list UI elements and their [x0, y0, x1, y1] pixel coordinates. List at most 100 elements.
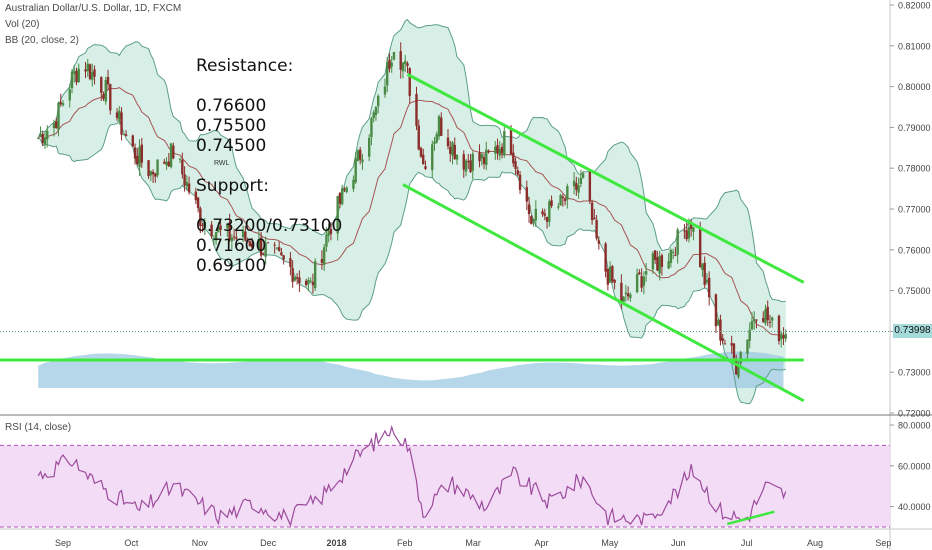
candle-body: [264, 243, 267, 257]
candle-body: [136, 155, 139, 165]
candle-body: [588, 171, 592, 201]
candle-body: [496, 145, 499, 154]
candle-body: [214, 232, 218, 241]
candle-body: [575, 183, 578, 190]
time-tick-label: Aug: [807, 538, 823, 548]
time-tick-label: Mar: [465, 538, 481, 548]
candle-body: [390, 62, 393, 67]
candle-body: [404, 60, 407, 64]
candle-body: [606, 268, 610, 285]
candle-body: [354, 158, 357, 183]
candle-body: [250, 243, 254, 248]
candle-body: [755, 319, 758, 321]
candle-body: [719, 319, 722, 341]
price-tick-label: 0.75000: [898, 286, 931, 296]
candle-body: [374, 107, 378, 116]
candle-body: [304, 280, 308, 286]
candle-body: [730, 343, 733, 346]
price-tick-label: 0.76000: [898, 245, 931, 255]
candle-body: [762, 318, 765, 322]
candle-body: [541, 211, 544, 215]
candle-body: [579, 177, 583, 185]
time-tick-label: Feb: [397, 538, 413, 548]
price-tick-label: 0.80000: [898, 82, 931, 92]
candle-body: [358, 149, 362, 160]
candle-body: [185, 181, 189, 187]
candle-body: [581, 173, 585, 178]
candle-body: [133, 147, 137, 159]
candle-body: [424, 166, 427, 169]
candle-body: [705, 279, 709, 283]
time-tick-label: Nov: [192, 538, 209, 548]
rsi-line: [37, 424, 787, 527]
candle-body: [753, 319, 756, 322]
candle-body: [613, 279, 616, 283]
candle-body: [183, 174, 186, 186]
candle-body: [118, 110, 121, 120]
volume-indicator-label: Vol (20): [5, 19, 40, 30]
time-tick-label: Apr: [535, 538, 549, 548]
time-tick-label: Sep: [55, 538, 71, 548]
candle-body: [55, 121, 58, 129]
candle-body: [482, 157, 486, 165]
volume-area: [38, 351, 784, 388]
candle-body: [289, 258, 292, 267]
candle-body: [593, 217, 596, 220]
channel-upper-line: [406, 73, 805, 284]
candle-body: [235, 237, 238, 239]
candles-group: [37, 42, 787, 380]
candle-body: [187, 183, 191, 193]
candle-body: [561, 196, 565, 199]
rsi-tick-label: 80.0000: [898, 421, 931, 431]
candle-body: [154, 173, 157, 177]
candle-body: [644, 271, 648, 275]
candle-body: [343, 189, 346, 191]
candle-body: [68, 89, 71, 101]
candle-body: [777, 315, 781, 342]
candle-body: [640, 276, 643, 288]
candle-body: [322, 247, 326, 265]
candle-body: [399, 51, 402, 70]
candle-body: [683, 230, 686, 232]
candle-body: [750, 320, 754, 330]
candle-body: [498, 148, 501, 156]
candle-body: [455, 155, 459, 160]
candle-body: [642, 276, 646, 286]
candle-body: [259, 237, 263, 256]
candle-body: [671, 251, 675, 253]
candle-body: [93, 69, 96, 77]
candle-body: [140, 144, 144, 163]
candle-body: [77, 68, 80, 82]
bollinger-lower: [37, 118, 786, 405]
candle-body: [433, 141, 436, 145]
candle-body: [590, 202, 594, 221]
candle-body: [784, 334, 787, 339]
candle-body: [563, 198, 567, 202]
candle-body: [464, 160, 468, 172]
candle-body: [734, 359, 738, 375]
candle-body: [109, 84, 112, 111]
candle-body: [86, 63, 89, 72]
candle-body: [509, 129, 513, 155]
candle-body: [415, 93, 418, 126]
candle-body: [626, 293, 630, 297]
candle-body: [764, 309, 767, 324]
candle-body: [656, 257, 659, 271]
candle-body: [660, 255, 664, 267]
price-tick-label: 0.73000: [898, 368, 931, 378]
candle-body: [707, 277, 711, 298]
candle-body: [669, 249, 673, 263]
candle-body: [61, 103, 65, 106]
candle-body: [566, 186, 569, 200]
candle-body: [698, 228, 702, 267]
candle-body: [241, 230, 245, 237]
candle-body: [167, 161, 171, 167]
candle-body: [653, 250, 657, 260]
candle-body: [120, 112, 123, 135]
candle-body: [739, 352, 742, 364]
candle-body: [228, 222, 231, 240]
candle-body: [104, 79, 107, 102]
candle-body: [737, 366, 740, 377]
candle-body: [386, 62, 389, 86]
candle-body: [246, 240, 249, 242]
